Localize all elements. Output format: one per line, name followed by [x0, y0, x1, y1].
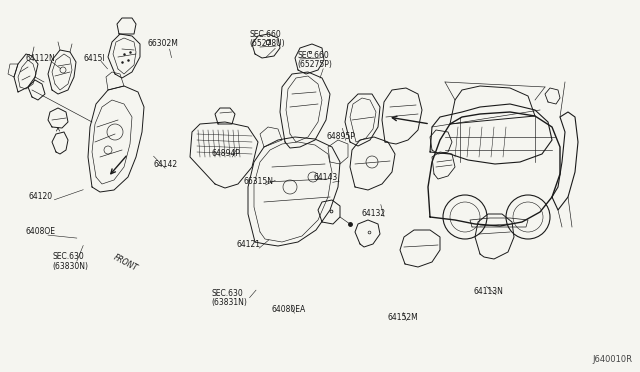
Text: 6415I: 6415I: [83, 54, 105, 63]
Text: (63831N): (63831N): [211, 298, 247, 307]
Text: 64142: 64142: [154, 160, 178, 169]
Text: 64112N: 64112N: [26, 54, 55, 63]
Text: J640010R: J640010R: [592, 355, 632, 364]
Text: 64113N: 64113N: [474, 287, 504, 296]
Text: 66315N: 66315N: [243, 177, 273, 186]
Text: (65275P): (65275P): [298, 60, 332, 69]
Text: 64121: 64121: [237, 240, 261, 249]
Text: FRONT: FRONT: [112, 253, 139, 273]
Text: SEC.630: SEC.630: [211, 289, 243, 298]
Text: (63830N): (63830N): [52, 262, 88, 271]
Text: 6408OE: 6408OE: [26, 227, 56, 236]
Text: SEC.630: SEC.630: [52, 252, 84, 261]
Text: SEC.660: SEC.660: [250, 30, 282, 39]
Text: 66302M: 66302M: [147, 39, 178, 48]
Text: 64894P: 64894P: [211, 149, 240, 158]
Text: 64132: 64132: [362, 209, 386, 218]
Text: 64895P: 64895P: [326, 132, 355, 141]
Text: SEC.660: SEC.660: [298, 51, 330, 60]
Text: 64152M: 64152M: [387, 313, 418, 322]
Text: 64143: 64143: [314, 173, 338, 182]
Text: (65278U): (65278U): [250, 39, 285, 48]
Text: 64080EA: 64080EA: [272, 305, 307, 314]
Text: 64120: 64120: [29, 192, 53, 201]
